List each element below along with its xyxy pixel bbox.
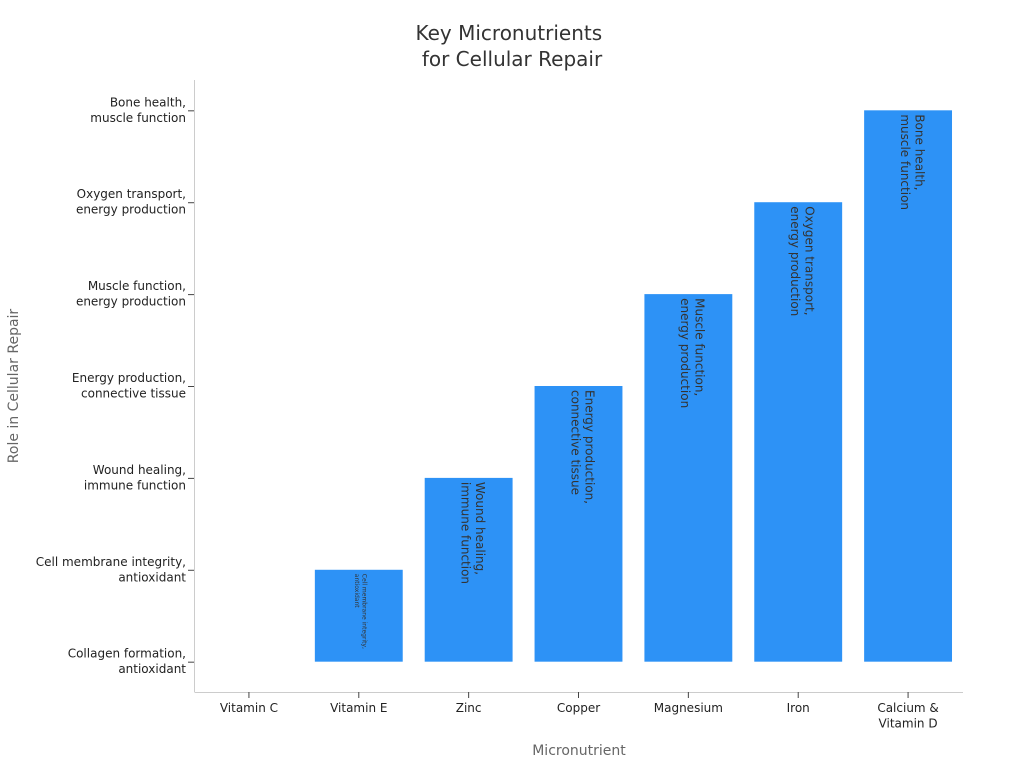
y-tick-label-line: Muscle function, bbox=[88, 279, 186, 293]
y-tick-label: Oxygen transport, energy production bbox=[76, 187, 186, 217]
bar-label: Wound healing,immune function bbox=[458, 482, 486, 584]
bar bbox=[754, 202, 843, 662]
y-tick-label-line: connective tissue bbox=[81, 387, 186, 401]
bar-label-line: Wound healing, bbox=[473, 482, 487, 575]
bar-label-line: Bone health, bbox=[912, 114, 926, 190]
bar-label-line: Cell membrane integrity, bbox=[360, 574, 367, 649]
bar bbox=[424, 477, 513, 662]
x-tick-label: Calcium & Vitamin D bbox=[877, 701, 938, 731]
bar-label: Energy production,connective tissue bbox=[568, 390, 596, 504]
chart-title-line: Key Micronutrients bbox=[415, 21, 602, 45]
bar-label-line: antioxidant bbox=[353, 574, 360, 608]
y-tick-label-line: Energy production, bbox=[72, 371, 186, 385]
bar bbox=[314, 569, 403, 662]
x-tick-label-line: Iron bbox=[787, 701, 810, 715]
x-axis-label: Micronutrient bbox=[532, 743, 626, 759]
y-tick-label-line: Wound healing, bbox=[93, 463, 186, 477]
bar-labels: Cell membrane integrity,antioxidant Wound… bbox=[353, 114, 926, 649]
x-tick-label-line: Copper bbox=[557, 701, 600, 715]
y-tick-label-line: antioxidant bbox=[118, 662, 186, 676]
x-tick-label-line: Calcium & bbox=[877, 701, 938, 715]
x-tick-label-line: Vitamin E bbox=[330, 701, 387, 715]
y-tick-label: Bone health, muscle function bbox=[90, 95, 186, 125]
x-tick-label-line: Vitamin C bbox=[220, 701, 278, 715]
bar-label: Oxygen transport,energy production bbox=[788, 206, 816, 316]
bar-label-line: connective tissue bbox=[568, 390, 582, 495]
bar-label: Muscle function,energy production bbox=[678, 298, 706, 408]
x-ticks: Vitamin C Vitamin E Zinc Copper Magnesium Iro… bbox=[220, 692, 939, 731]
bar bbox=[644, 294, 733, 662]
x-tick-label: Magnesium bbox=[654, 701, 723, 715]
y-tick-label-line: antioxidant bbox=[118, 570, 186, 584]
y-tick-label: Collagen formation, antioxidant bbox=[68, 647, 187, 677]
bars bbox=[314, 110, 953, 662]
x-tick-label-line: Magnesium bbox=[654, 701, 723, 715]
x-tick-label-line: Vitamin D bbox=[879, 717, 938, 731]
bar-label-line: Energy production, bbox=[583, 390, 597, 504]
x-tick-label: Zinc bbox=[456, 701, 482, 715]
bar-label-line: Oxygen transport, bbox=[802, 206, 816, 315]
bar-label-line: muscle function bbox=[898, 114, 912, 210]
y-tick-label-line: Collagen formation, bbox=[68, 647, 186, 661]
chart-title-line: for Cellular Repair bbox=[422, 47, 603, 71]
y-tick-label-line: energy production bbox=[76, 203, 186, 217]
bar bbox=[534, 386, 623, 662]
y-tick-label: Wound healing, immune function bbox=[84, 463, 186, 493]
bar-label-line: energy production bbox=[678, 298, 692, 408]
bar-label: Cell membrane integrity,antioxidant bbox=[353, 574, 367, 649]
bar-label-line: immune function bbox=[458, 482, 472, 584]
y-tick-label: Energy production, connective tissue bbox=[72, 371, 186, 401]
x-tick-label: Iron bbox=[787, 701, 810, 715]
y-tick-label-line: Oxygen transport, bbox=[77, 187, 186, 201]
y-tick-label-line: Bone health, bbox=[110, 95, 186, 109]
y-tick-label-line: muscle function bbox=[90, 111, 186, 125]
y-tick-label: Muscle function, energy production bbox=[76, 279, 186, 309]
y-tick-label-line: immune function bbox=[84, 478, 186, 492]
x-tick-label: Vitamin E bbox=[330, 701, 387, 715]
x-tick-label-line: Zinc bbox=[456, 701, 482, 715]
bar-label-line: energy production bbox=[788, 206, 802, 316]
x-tick-label: Vitamin C bbox=[220, 701, 278, 715]
y-tick-label-line: Cell membrane integrity, bbox=[36, 555, 186, 569]
y-tick-label-line: energy production bbox=[76, 295, 186, 309]
bar-label: Bone health,muscle function bbox=[898, 114, 926, 210]
y-axis-label: Role in Cellular Repair bbox=[6, 309, 22, 464]
chart-title: Key Micronutrients for Cellular Repair bbox=[415, 21, 608, 71]
x-tick-label: Copper bbox=[557, 701, 600, 715]
y-tick-label: Cell membrane integrity, antioxidant bbox=[36, 555, 187, 585]
bar bbox=[864, 110, 953, 662]
bar-label-line: Muscle function, bbox=[693, 298, 707, 396]
